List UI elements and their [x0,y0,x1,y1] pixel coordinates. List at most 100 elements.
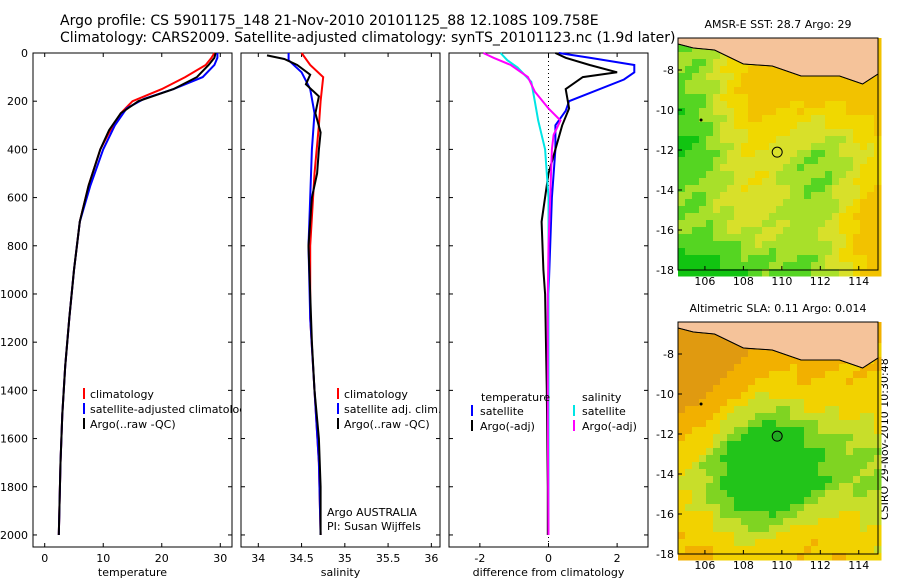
map-cell [853,255,861,263]
map-cell [706,350,714,358]
map-cell [720,87,728,95]
map-cell [706,52,714,60]
map-cell [734,553,742,561]
map-cell [811,455,819,463]
map-cell [734,546,742,554]
map-cell [860,143,868,151]
map-cell [867,80,875,88]
series-line-argo [57,52,217,536]
map-cell [727,178,735,186]
map-cell [699,511,707,519]
map-cell [769,518,777,526]
x-tick-label: 114 [848,559,869,572]
map-cell [818,80,826,88]
map-cell [741,546,749,554]
map-cell [797,206,805,214]
map-cell [769,350,777,358]
map-cell [797,122,805,130]
map-cell [867,483,875,491]
series-line-temp-argo [540,52,618,535]
map-cell [783,462,791,470]
map-cell [853,378,861,386]
map-cell [727,532,735,540]
map-cell [825,476,833,484]
map-cell [706,406,714,414]
map-cell [706,59,714,67]
map-cell [839,553,847,561]
map-cell [762,483,770,491]
map-cell [734,171,742,179]
map-cell [727,504,735,512]
map-cell [769,136,777,144]
map-cell [692,525,700,533]
map-cell [860,234,868,242]
map-cell [741,269,749,277]
map-cell [839,483,847,491]
map-cell [860,483,868,491]
map-cell [755,357,763,365]
map-cell [839,129,847,137]
map-cell [825,406,833,414]
map-cell [797,385,805,393]
map-cell [734,227,742,235]
map-cell [741,399,749,407]
map-cell [776,490,784,498]
map-cell [867,476,875,484]
x-tick-label: 108 [733,275,754,288]
map-cell [776,150,784,158]
map-cell [685,476,693,484]
map-cell [734,241,742,249]
map-cell [832,553,840,561]
map-cell [790,178,798,186]
map-cell [699,178,707,186]
map-cell [727,441,735,449]
map-cell [832,136,840,144]
map-cell [797,262,805,270]
map-cell [811,406,819,414]
map-cell [776,455,784,463]
map-cell [797,371,805,379]
map-cell [839,87,847,95]
map-cell [713,539,721,547]
map-cell [853,80,861,88]
map-cell [678,80,686,88]
map-cell [853,413,861,421]
map-cell [713,448,721,456]
map-cell [699,73,707,81]
map-cell [790,371,798,379]
map-cell [783,248,791,256]
map-cell [699,462,707,470]
map-cell [727,206,735,214]
x-tick-label: 106 [694,275,715,288]
map-cell [762,497,770,505]
map-cell [699,94,707,102]
map-cell [783,511,791,519]
map-cell [832,171,840,179]
map-cell [685,371,693,379]
map-cell [755,185,763,193]
map-cell [762,115,770,123]
map-cell [818,490,826,498]
legend-label: Argo(..raw -QC) [344,418,430,431]
map-cell [853,164,861,172]
map-cell [804,136,812,144]
map-cell [797,532,805,540]
map-cell [825,525,833,533]
annotation-text: Argo AUSTRALIA [327,506,417,519]
map-cell [853,518,861,526]
map-cell [853,427,861,435]
map-cell [685,343,693,351]
map-cell [804,171,812,179]
map-cell [853,462,861,470]
map-cell [832,504,840,512]
map-cell [755,553,763,561]
map-cell [825,539,833,547]
map-cell [839,143,847,151]
map-cell [720,406,728,414]
map-cell [776,80,784,88]
map-cell [699,136,707,144]
y-tick-label: -16 [656,508,674,521]
map-cell [692,80,700,88]
map-cell [741,497,749,505]
map-cell [720,192,728,200]
